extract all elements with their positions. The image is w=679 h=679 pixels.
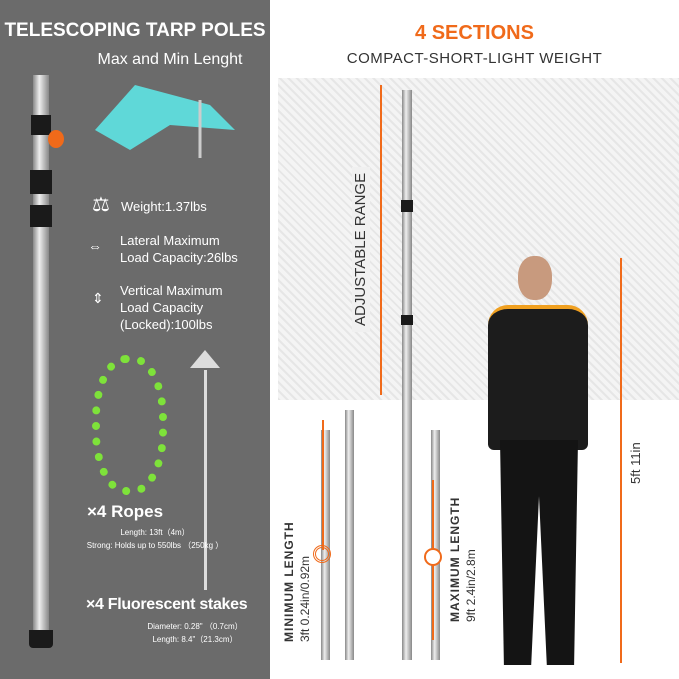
collapsed-pole: [345, 410, 354, 660]
weight-spec: Weight:1.37lbs: [121, 199, 207, 214]
person-head: [518, 256, 552, 300]
weight-icon: ⚖: [92, 194, 110, 216]
max-length-value: 9ft 2.4in/2.8m: [464, 549, 478, 622]
vertical-load-icon: ⇕: [92, 290, 104, 306]
person-pants: [500, 440, 578, 665]
pole-lock: [30, 205, 52, 227]
min-length-arrow: [322, 420, 324, 550]
circle-icon: [424, 548, 442, 566]
max-length-label: MAXIMUM LENGTH: [448, 496, 462, 622]
product-title: TELESCOPING TARP POLES: [4, 20, 266, 41]
stakes-diameter: Diameter: 0.28" （0.7cm）: [147, 622, 243, 631]
tarp-icon: [95, 85, 235, 158]
section-pole: [431, 430, 440, 660]
ropes-length: Length: 13ft（4m）: [120, 528, 190, 537]
sections-subtitle: COMPACT-SHORT-LIGHT WEIGHT: [346, 50, 603, 67]
stake-image: [204, 370, 207, 590]
pole-lock: [31, 115, 51, 135]
pole-image: [33, 75, 49, 645]
ropes-strength: Strong: Holds up to 550lbs （250kg ）: [86, 541, 224, 550]
stakes-title: ×4 Fluorescent stakes: [86, 596, 248, 613]
min-length-value: 3ft 0.24in/0.92m: [298, 555, 312, 642]
lateral-load-icon: ⇔: [88, 238, 102, 254]
extended-pole: [402, 90, 412, 660]
vertical-spec-line1: Vertical Maximum: [120, 283, 223, 298]
pole-lock: [30, 170, 52, 194]
pole-foot: [29, 630, 53, 648]
adjustable-range-label: ADJUSTABLE RANGE: [352, 166, 370, 332]
person-jacket: [488, 305, 588, 450]
sections-title: 4 SECTIONS: [415, 22, 534, 44]
lateral-spec-line2: Load Capacity:26lbs: [120, 250, 238, 265]
vertical-spec-line2: Load Capacity: [120, 300, 204, 315]
adjustable-range-arrow: [380, 85, 382, 395]
vertical-spec-line3: (Locked):100lbs: [120, 317, 213, 332]
pole-lock: [401, 315, 413, 325]
ropes-title: ×4 Ropes: [87, 502, 164, 521]
product-subtitle: Max and Min Lenght: [97, 51, 243, 68]
person-height-label: 5ft 11in: [628, 438, 644, 488]
lateral-spec-line1: Lateral Maximum: [120, 233, 220, 248]
target-icon: [313, 545, 331, 563]
stakes-length: Length: 8.4"（21.3cm）: [152, 635, 238, 644]
range-background: [278, 78, 679, 400]
pole-lock: [401, 200, 413, 212]
rope-image: [92, 355, 167, 495]
rope-tag: [48, 130, 64, 148]
height-arrow: [620, 258, 622, 663]
min-length-label: MINIMUM LENGTH: [282, 521, 296, 642]
